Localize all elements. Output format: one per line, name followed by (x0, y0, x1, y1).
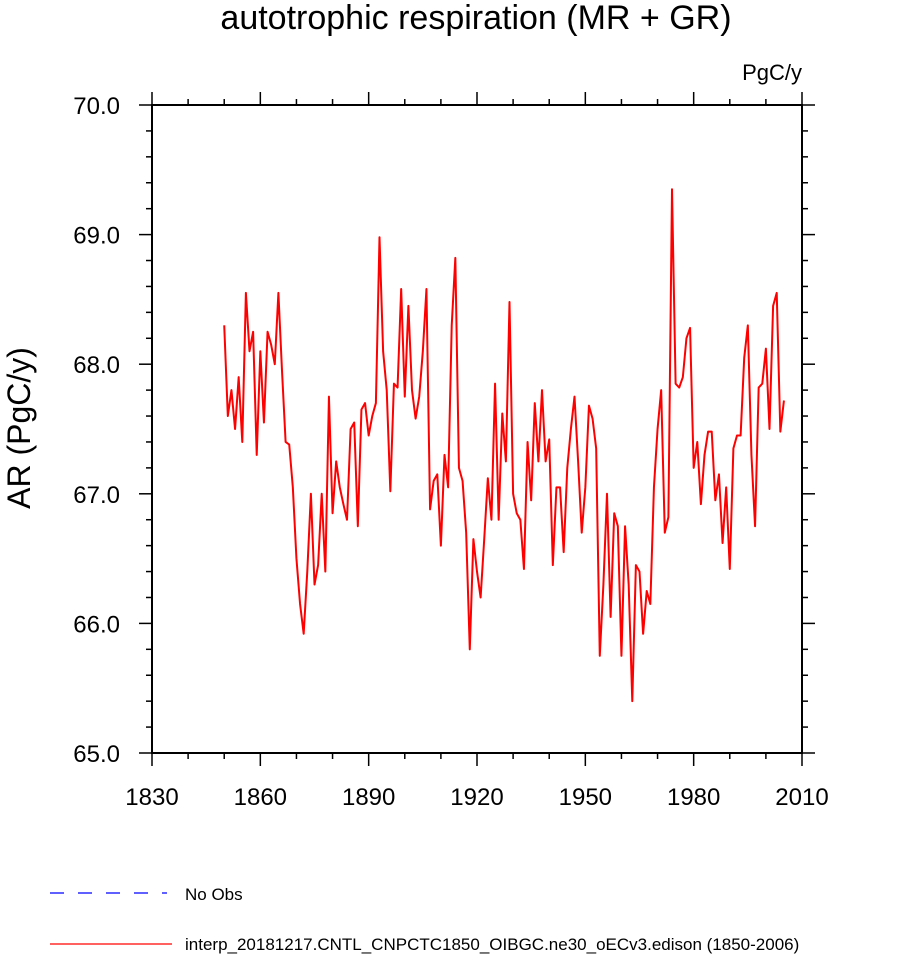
legend-label-no-obs: No Obs (185, 885, 243, 904)
y-tick-label: 67.0 (73, 482, 120, 509)
x-tick-label: 1980 (667, 784, 720, 811)
x-tick-label: 1860 (234, 784, 287, 811)
x-tick-label: 1920 (450, 784, 503, 811)
y-tick-label: 69.0 (73, 223, 120, 250)
plot-frame (151, 104, 803, 754)
y-axis-label: AR (PgC/y) (1, 347, 37, 509)
x-tick-label: 1950 (559, 784, 612, 811)
y-tick-label: 70.0 (73, 93, 120, 120)
legend: No Obs interp_20181217.CNTL_CNPCTC1850_O… (50, 885, 799, 954)
legend-label-model: interp_20181217.CNTL_CNPCTC1850_OIBGC.ne… (185, 935, 799, 954)
data-series (223, 188, 785, 703)
x-tick-label: 1890 (342, 784, 395, 811)
x-tick-labels: 1830 1860 1890 1920 1950 1980 2010 (125, 784, 828, 811)
x-tick-label: 1830 (125, 784, 178, 811)
series-line (223, 188, 785, 703)
y-tick-labels: 65.0 66.0 67.0 68.0 69.0 70.0 (73, 93, 120, 768)
y-tick-label: 65.0 (73, 741, 120, 768)
chart-title: autotrophic respiration (MR + GR) (220, 0, 731, 37)
y-tick-label: 66.0 (73, 611, 120, 638)
axis-ticks (139, 92, 815, 766)
y-tick-label: 68.0 (73, 352, 120, 379)
units-label: PgC/y (742, 60, 802, 85)
x-tick-label: 2010 (775, 784, 828, 811)
